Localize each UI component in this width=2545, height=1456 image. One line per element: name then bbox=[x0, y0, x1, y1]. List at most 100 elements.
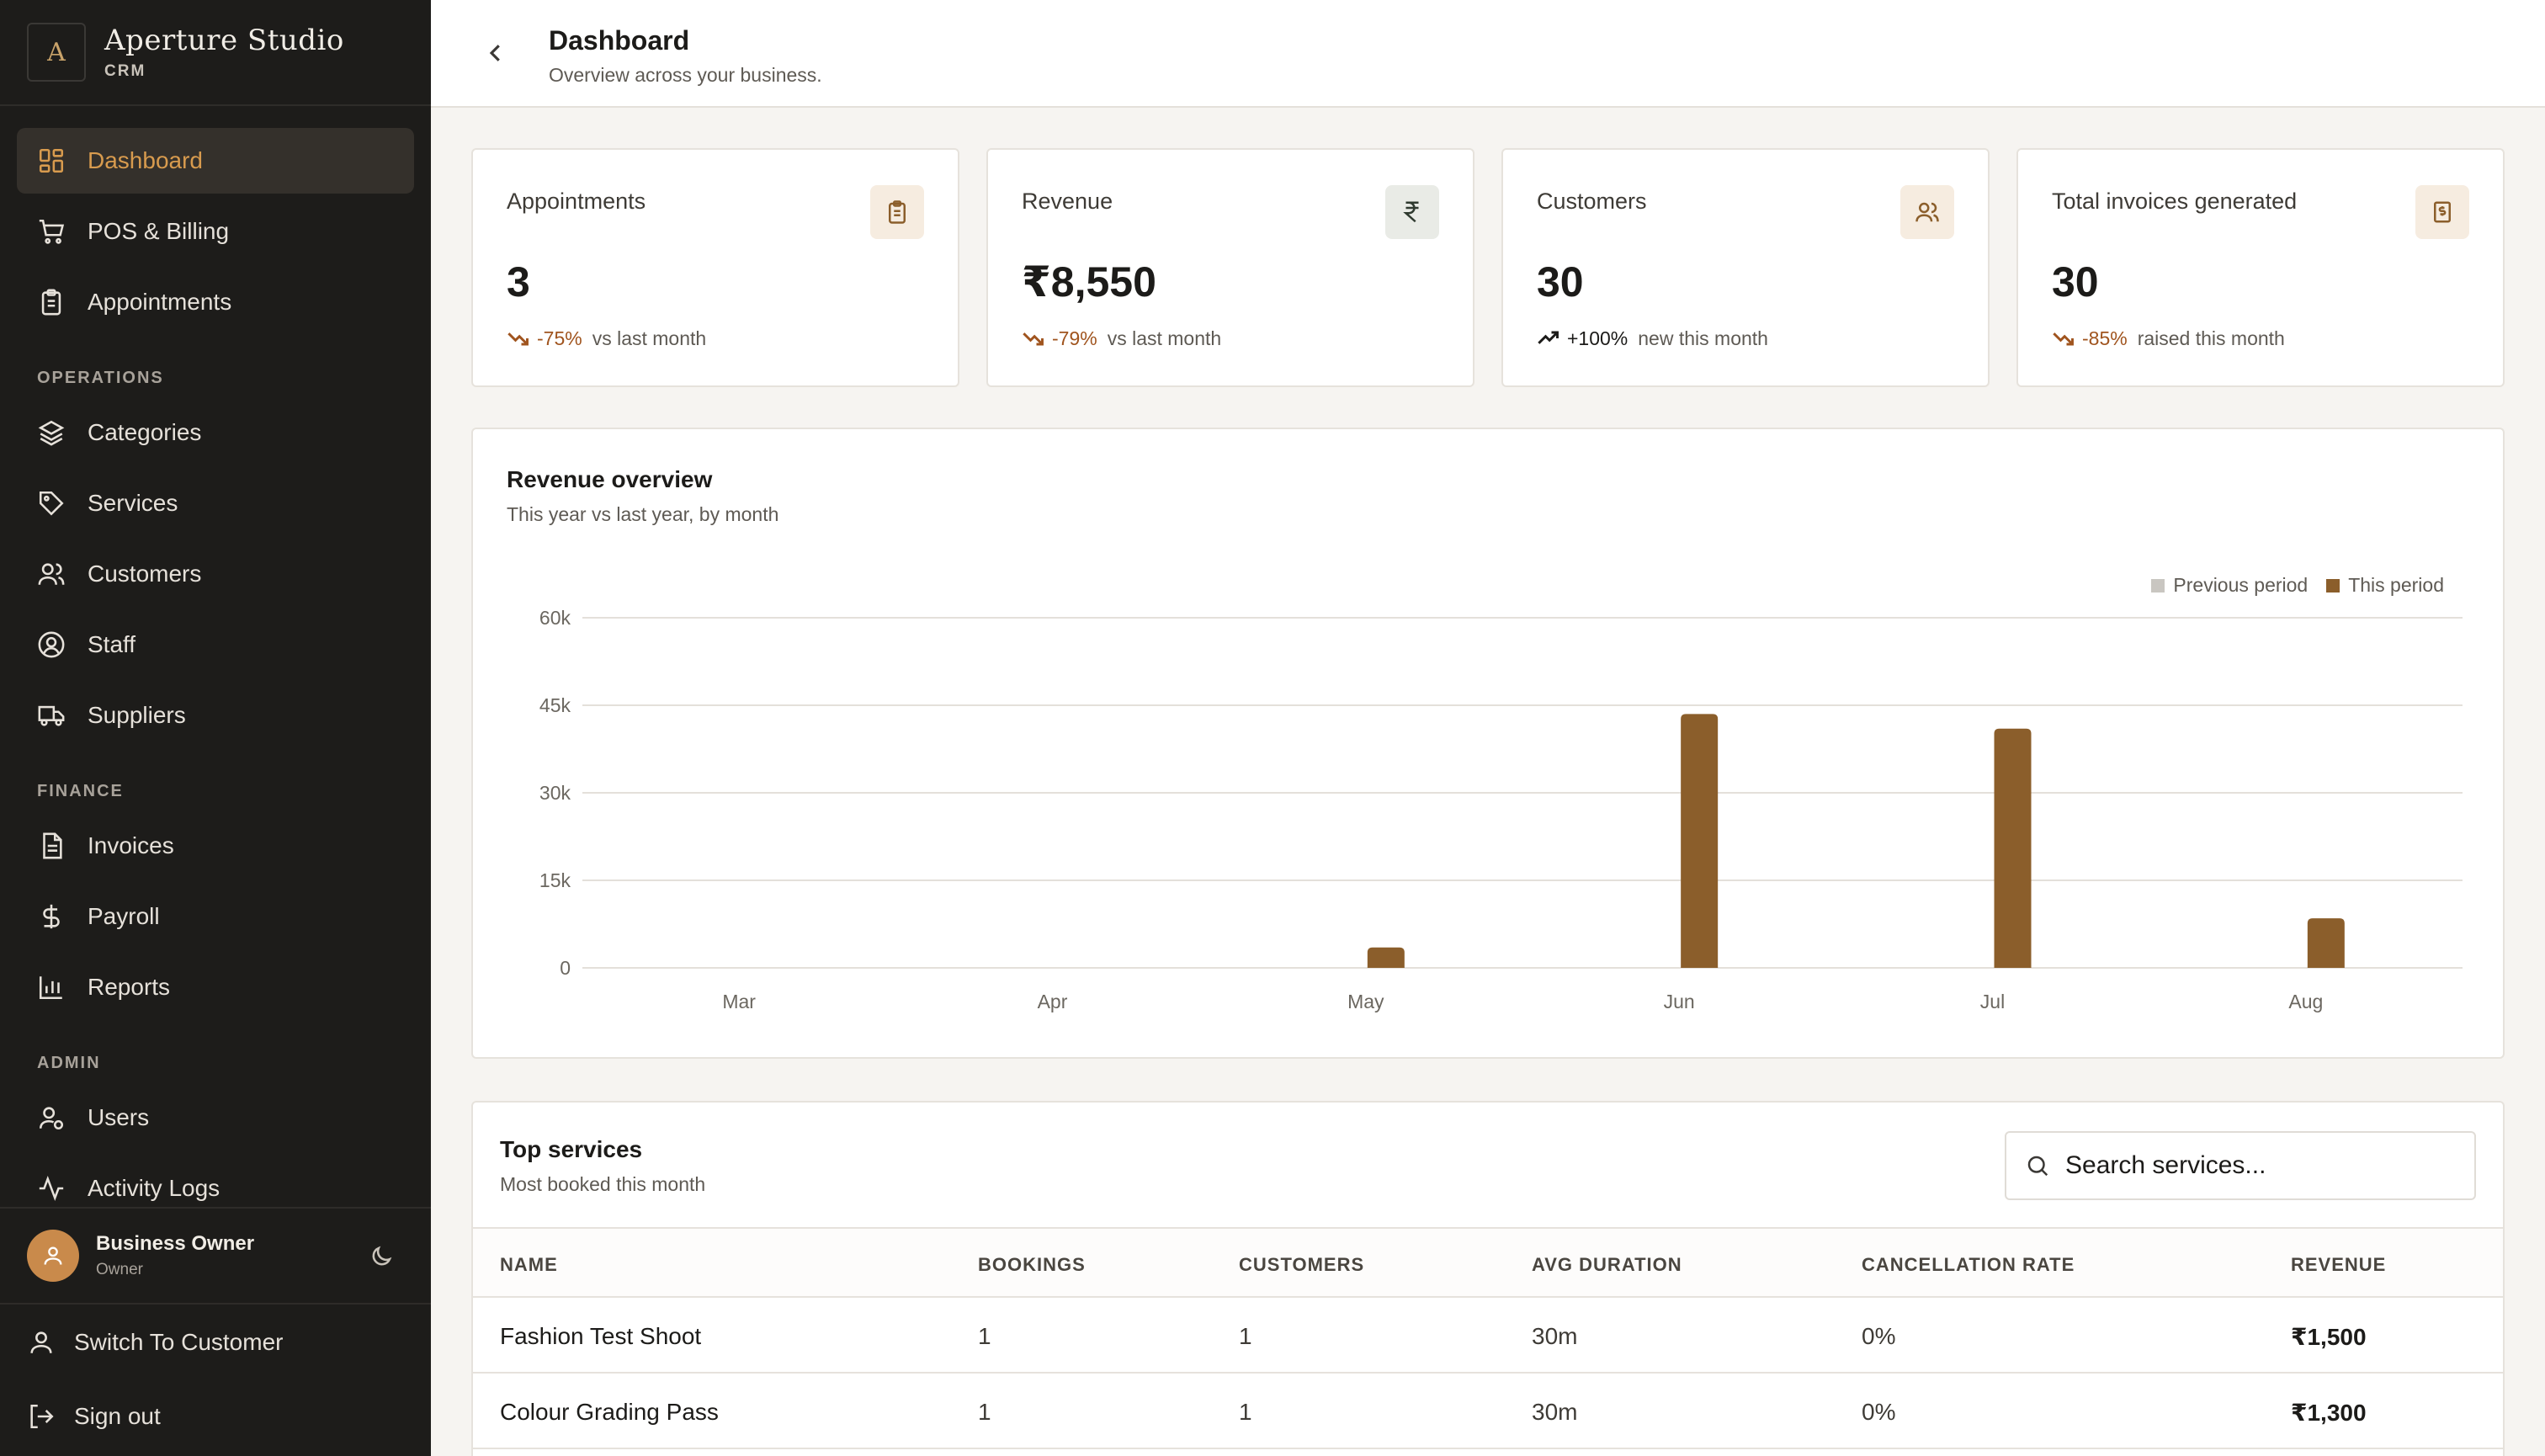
trend-up-icon bbox=[1538, 331, 1559, 344]
brand-name: Aperture Studio bbox=[104, 24, 344, 57]
cell-bookings: 1 bbox=[978, 1399, 991, 1425]
cart-icon bbox=[39, 219, 65, 244]
stat-delta: -85% raised this month bbox=[2052, 327, 2285, 350]
table-row[interactable]: Fashion Test Shoot 1 1 30m 0% ₹1,500 bbox=[473, 1298, 2503, 1374]
logout-icon bbox=[30, 1404, 54, 1429]
cell-avg-duration: 30m bbox=[1532, 1399, 1578, 1425]
sidebar-item-services[interactable]: Services bbox=[17, 470, 414, 536]
moon-icon[interactable] bbox=[369, 1244, 394, 1269]
stat-value: ₹8,550 bbox=[1022, 258, 1156, 306]
nav-section-admin: ADMIN bbox=[37, 1054, 101, 1072]
trend-down-icon bbox=[1023, 332, 1044, 346]
stat-delta: +100% new this month bbox=[1537, 327, 1768, 350]
legend-swatch bbox=[2151, 578, 2165, 592]
sidebar-item-suppliers[interactable]: Suppliers bbox=[17, 683, 414, 748]
sidebar-item-staff[interactable]: Staff bbox=[17, 612, 414, 678]
clipboard-icon bbox=[41, 289, 61, 316]
stat-delta-text: new this month bbox=[1638, 327, 1768, 349]
stat-title: Customers bbox=[1537, 189, 1647, 214]
sidebar: A Aperture Studio CRM Dashboard POS & Bi… bbox=[0, 0, 431, 1456]
stat-value: 30 bbox=[2052, 258, 2099, 306]
cell-avg-duration: 30m bbox=[1532, 1323, 1578, 1349]
trend-down-icon bbox=[507, 332, 529, 346]
column-header-cancellation-rate[interactable]: CANCELLATION RATE bbox=[1862, 1254, 2075, 1275]
stat-delta: -79% vs last month bbox=[1022, 327, 1221, 350]
x-tick-label: Jun bbox=[1664, 991, 1695, 1012]
sidebar-item-invoices[interactable]: Invoices bbox=[17, 813, 414, 879]
column-header-name[interactable]: NAME bbox=[500, 1254, 558, 1275]
grid-icon bbox=[39, 148, 64, 173]
switch-to-customer-button[interactable]: Switch To Customer bbox=[27, 1328, 283, 1357]
cell-customers: 1 bbox=[1239, 1323, 1252, 1349]
stat-title: Total invoices generated bbox=[2052, 189, 2298, 214]
stat-delta-text: vs last month bbox=[1107, 327, 1222, 349]
sidebar-item-customers[interactable]: Customers bbox=[17, 541, 414, 607]
sidebar-item-label: Users bbox=[88, 1104, 150, 1130]
stat-delta-text: raised this month bbox=[2137, 327, 2285, 349]
column-header-bookings[interactable]: BOOKINGS bbox=[978, 1254, 1086, 1275]
stat-icon bbox=[1385, 185, 1439, 239]
cell-name: Colour Grading Pass bbox=[500, 1399, 719, 1425]
sidebar-item-categories[interactable]: Categories bbox=[17, 400, 414, 465]
column-header-revenue[interactable]: REVENUE bbox=[2291, 1254, 2387, 1275]
activity-icon bbox=[39, 1176, 64, 1201]
brand-sub: CRM bbox=[104, 62, 146, 80]
x-tick-label: Aug bbox=[2288, 991, 2323, 1012]
sidebar-item-reports[interactable]: Reports bbox=[17, 954, 414, 1020]
x-tick-label: May bbox=[1347, 991, 1384, 1012]
nav-section-finance: FINANCE bbox=[37, 782, 124, 800]
sidebar-item-pos-billing[interactable]: POS & Billing bbox=[17, 199, 414, 264]
user-icon bbox=[30, 1331, 52, 1353]
stat-delta-value: -85% bbox=[2082, 327, 2128, 349]
stat-value: 30 bbox=[1537, 258, 1584, 306]
avatar bbox=[27, 1230, 79, 1282]
sidebar-item-label: Customers bbox=[88, 561, 202, 587]
sidebar-item-appointments[interactable]: Appointments bbox=[17, 269, 414, 335]
sidebar-item-dashboard[interactable]: Dashboard bbox=[17, 128, 414, 194]
stat-icon bbox=[2415, 185, 2469, 239]
sidebar-item-label: Staff bbox=[88, 631, 136, 657]
column-header-customers[interactable]: CUSTOMERS bbox=[1239, 1254, 1365, 1275]
y-tick-label: 45k bbox=[539, 694, 571, 716]
chevron-left-icon[interactable] bbox=[483, 40, 508, 66]
y-tick-label: 0 bbox=[560, 957, 571, 979]
tag-icon bbox=[39, 491, 64, 516]
legend-item-this[interactable]: This period bbox=[2326, 574, 2444, 597]
page-title: Dashboard bbox=[549, 25, 690, 56]
stat-delta: -75% vs last month bbox=[507, 327, 706, 350]
legend-item-previous[interactable]: Previous period bbox=[2151, 574, 2308, 597]
x-tick-label: Jul bbox=[1980, 991, 2005, 1012]
search-box[interactable] bbox=[2005, 1131, 2476, 1200]
column-header-avg-duration[interactable]: AVG DURATION bbox=[1532, 1254, 1682, 1275]
sign-out-button[interactable]: Sign out bbox=[27, 1402, 161, 1431]
sidebar-item-activity-logs[interactable]: Activity Logs bbox=[17, 1156, 414, 1221]
sidebar-item-label: Invoices bbox=[88, 832, 174, 858]
brand[interactable]: A Aperture Studio CRM bbox=[0, 0, 431, 106]
invoice-icon bbox=[2434, 201, 2451, 223]
table-subtitle: Most booked this month bbox=[500, 1173, 706, 1195]
dollar-icon bbox=[43, 904, 60, 929]
file-icon bbox=[43, 832, 62, 859]
table-row[interactable]: Colour Grading Pass 1 1 30m 0% ₹1,300 bbox=[473, 1374, 2503, 1449]
sidebar-item-payroll[interactable]: Payroll bbox=[17, 884, 414, 949]
stat-title: Appointments bbox=[507, 189, 646, 214]
cell-revenue: ₹1,500 bbox=[2291, 1324, 2367, 1350]
x-tick-label: Apr bbox=[1038, 991, 1068, 1012]
bar-this-period bbox=[1994, 728, 2032, 968]
sidebar-item-label: Payroll bbox=[88, 903, 160, 929]
chart-legend: Previous period This period bbox=[2133, 574, 2444, 597]
sidebar-item-label: Categories bbox=[88, 419, 202, 445]
clipboard-icon bbox=[889, 200, 906, 224]
sidebar-item-users[interactable]: Users bbox=[17, 1085, 414, 1150]
legend-label: This period bbox=[2348, 574, 2444, 596]
users-icon bbox=[38, 563, 65, 585]
user-name: Business Owner bbox=[96, 1232, 255, 1255]
user-profile[interactable]: Business Owner Owner bbox=[0, 1207, 431, 1305]
cell-revenue: ₹1,300 bbox=[2291, 1400, 2367, 1426]
stat-delta-value: -75% bbox=[537, 327, 582, 349]
stat-card-appointments: Appointments 3 -75% vs last month bbox=[471, 148, 959, 387]
search-input[interactable] bbox=[2065, 1151, 2452, 1180]
cell-name: Fashion Test Shoot bbox=[500, 1323, 702, 1349]
users-icon bbox=[1915, 202, 1939, 222]
sign-out-label: Sign out bbox=[74, 1403, 161, 1429]
